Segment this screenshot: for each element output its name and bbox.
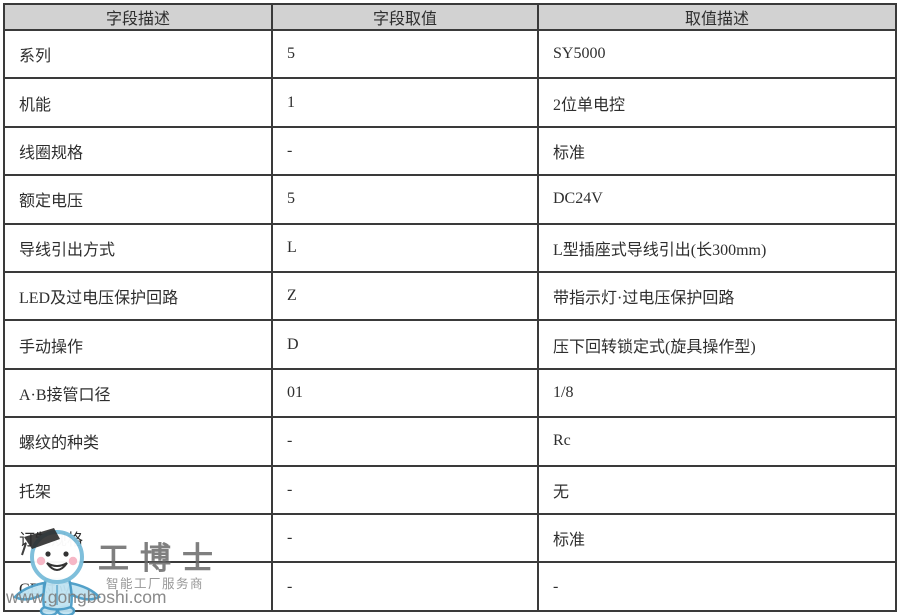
cell-field-value: L bbox=[271, 222, 539, 274]
cell-value-description: 2位单电控 bbox=[537, 77, 897, 128]
spec-table: 字段描述 字段取值 取值描述 系列 5 SY5000 机能 1 2位单电控 线圈规格 - 标准额… bbox=[3, 3, 897, 612]
cell-field-description: 额定电压 bbox=[3, 174, 273, 225]
col-header-value-description: 取值描述 bbox=[537, 3, 897, 31]
table-row: CE对应 - - bbox=[3, 561, 897, 612]
cell-value-description: 标准 bbox=[537, 125, 897, 177]
table-row: 线圈规格 - 标准 bbox=[3, 125, 897, 177]
header-row: 字段描述 字段取值 取值描述 bbox=[3, 3, 897, 31]
cell-field-value: 5 bbox=[271, 28, 539, 80]
cell-field-description: CE对应 bbox=[3, 561, 273, 612]
cell-value-description: 压下回转锁定式(旋具操作型) bbox=[537, 319, 897, 370]
cell-field-description: 导线引出方式 bbox=[3, 222, 273, 274]
col-header-field-description: 字段描述 bbox=[3, 3, 273, 31]
col-header-field-value: 字段取值 bbox=[271, 3, 539, 31]
cell-value-description: 带指示灯·过电压保护回路 bbox=[537, 271, 897, 322]
cell-field-value: D bbox=[271, 319, 539, 370]
table-row: 额定电压 5 DC24V bbox=[3, 174, 897, 225]
cell-field-description: 线圈规格 bbox=[3, 125, 273, 177]
cell-field-description: A·B接管口径 bbox=[3, 367, 273, 419]
table-row: A·B接管口径 01 1/8 bbox=[3, 367, 897, 419]
spec-sheet-page: 字段描述 字段取值 取值描述 系列 5 SY5000 机能 1 2位单电控 线圈规格 - 标准额… bbox=[0, 3, 900, 615]
table-row: 托架 - 无 bbox=[3, 464, 897, 516]
cell-value-description: DC24V bbox=[537, 174, 897, 225]
cell-value-description: SY5000 bbox=[537, 28, 897, 80]
cell-field-value: 5 bbox=[271, 174, 539, 225]
cell-field-value: - bbox=[271, 464, 539, 516]
cell-field-description: 订制规格 bbox=[3, 513, 273, 564]
cell-value-description: Rc bbox=[537, 416, 897, 467]
cell-field-value: 1 bbox=[271, 77, 539, 128]
table-row: 导线引出方式 L L型插座式导线引出(长300mm) bbox=[3, 222, 897, 274]
cell-field-value: 01 bbox=[271, 367, 539, 419]
cell-field-description: 螺纹的种类 bbox=[3, 416, 273, 467]
cell-field-description: 托架 bbox=[3, 464, 273, 516]
cell-value-description: 1/8 bbox=[537, 367, 897, 419]
cell-field-description: 手动操作 bbox=[3, 319, 273, 370]
cell-field-description: 系列 bbox=[3, 28, 273, 80]
cell-field-value: - bbox=[271, 125, 539, 177]
table-row: 机能 1 2位单电控 bbox=[3, 77, 897, 128]
table-row: LED及过电压保护回路 Z 带指示灯·过电压保护回路 bbox=[3, 271, 897, 322]
table-row: 手动操作 D 压下回转锁定式(旋具操作型) bbox=[3, 319, 897, 370]
table-row: 订制规格 - 标准 bbox=[3, 513, 897, 564]
cell-value-description: 标准 bbox=[537, 513, 897, 564]
cell-value-description: 无 bbox=[537, 464, 897, 516]
table-row: 螺纹的种类 - Rc bbox=[3, 416, 897, 467]
cell-field-value: - bbox=[271, 561, 539, 612]
cell-field-value: - bbox=[271, 416, 539, 467]
table-row: 系列 5 SY5000 bbox=[3, 28, 897, 80]
cell-value-description: L型插座式导线引出(长300mm) bbox=[537, 222, 897, 274]
cell-field-value: - bbox=[271, 513, 539, 564]
cell-value-description: - bbox=[537, 561, 897, 612]
cell-field-description: LED及过电压保护回路 bbox=[3, 271, 273, 322]
cell-field-description: 机能 bbox=[3, 77, 273, 128]
cell-field-value: Z bbox=[271, 271, 539, 322]
